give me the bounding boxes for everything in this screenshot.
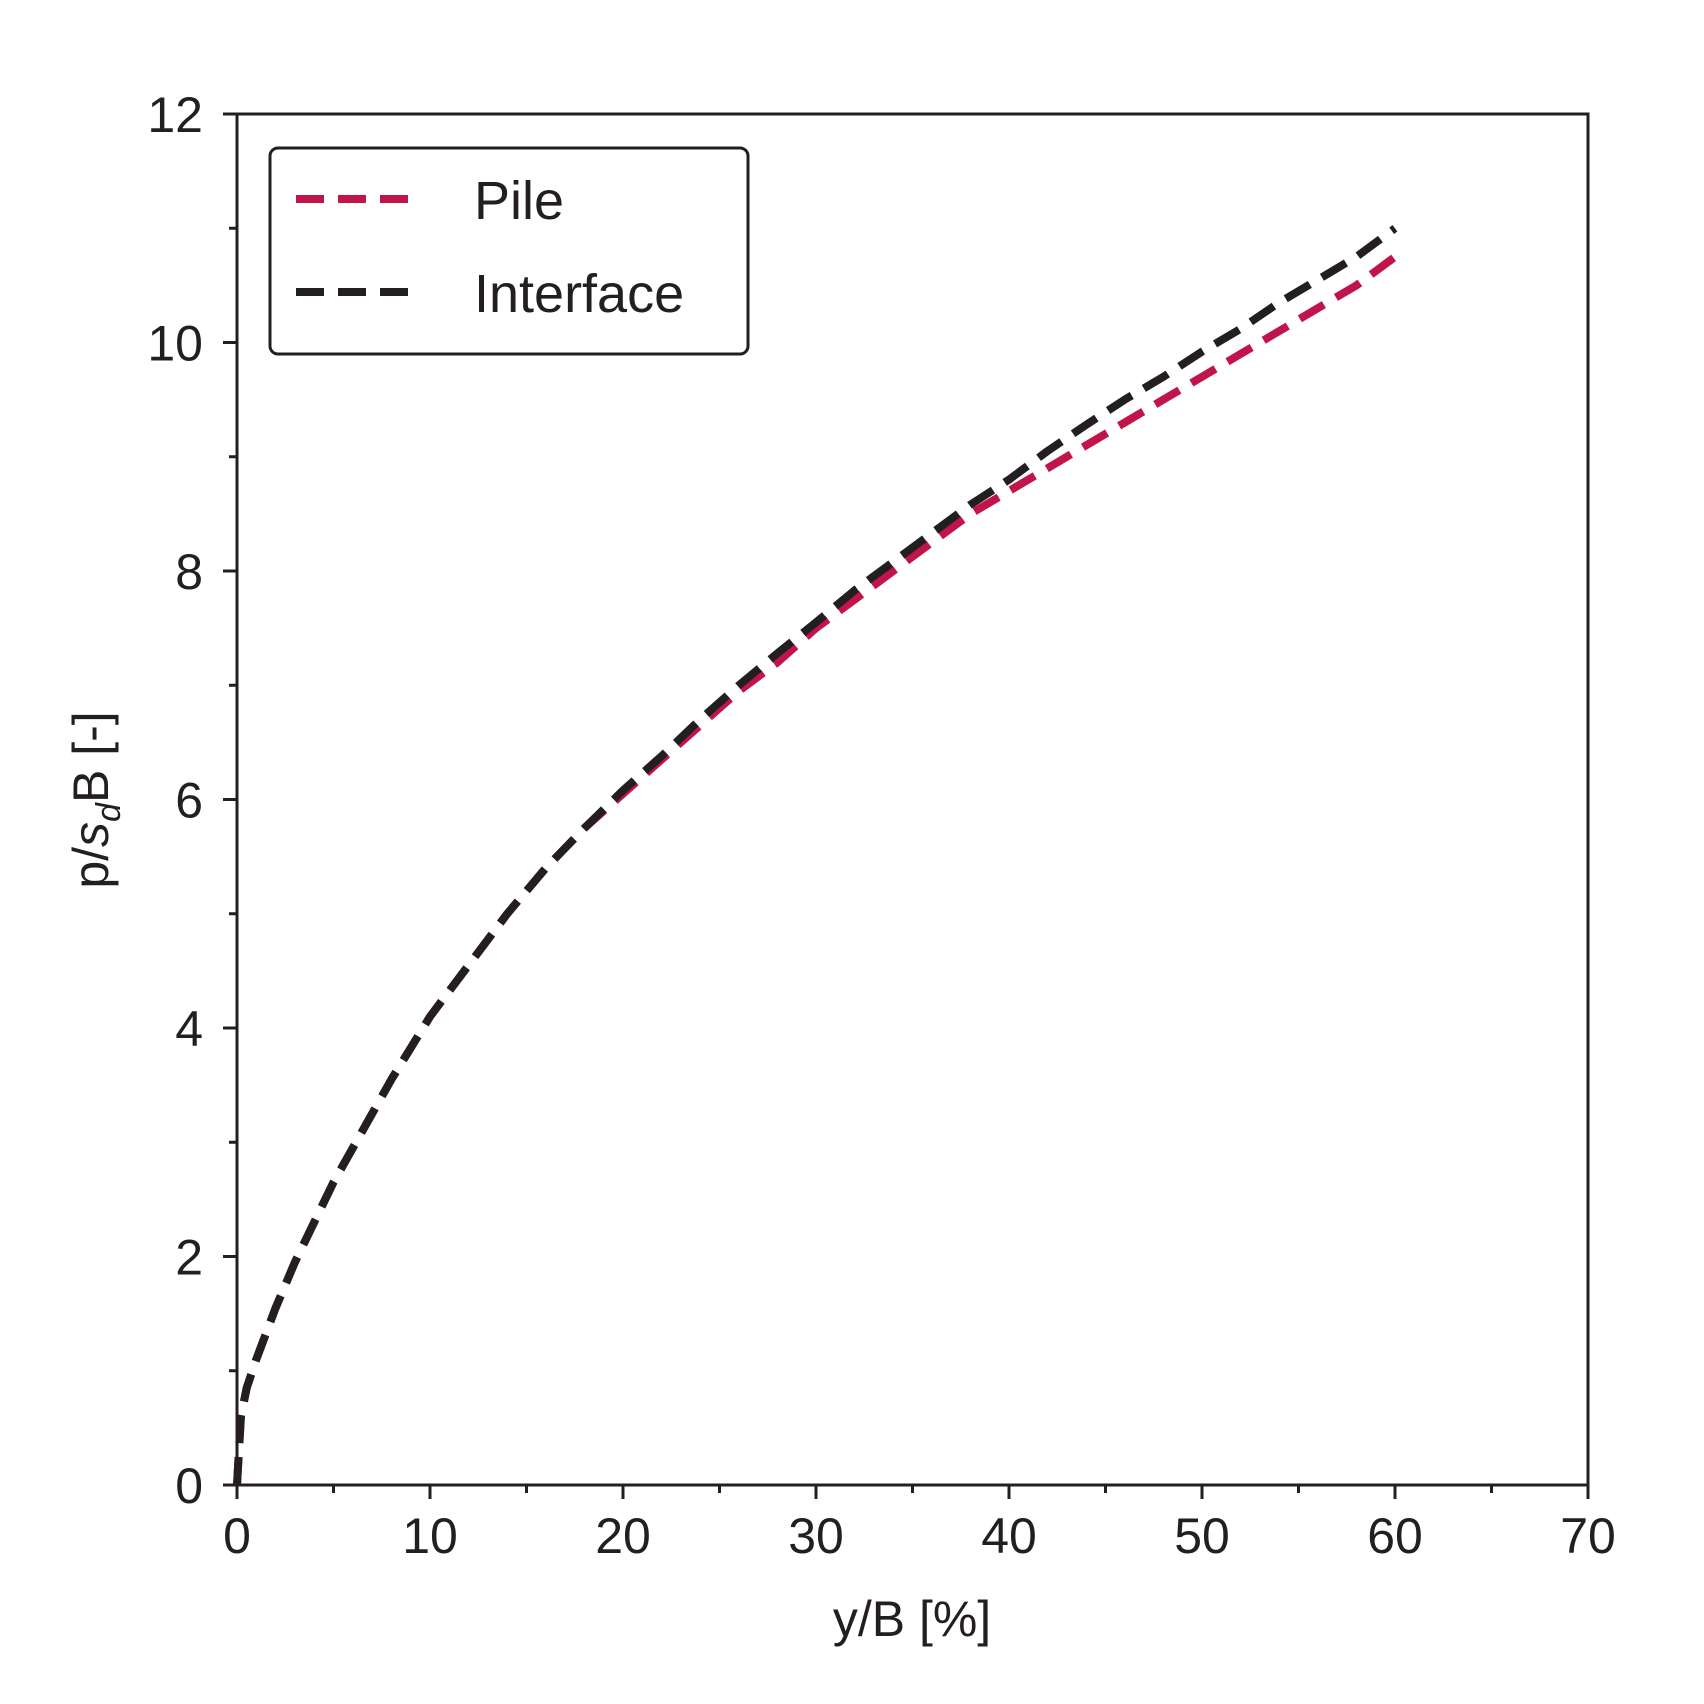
y-tick-label: 6 [175, 773, 203, 829]
legend-label-interface: Interface [474, 264, 684, 324]
x-tick-label: 20 [595, 1508, 651, 1564]
y-axis-title-italic: s [63, 822, 119, 847]
plot-lines [233, 225, 1398, 1486]
y-tick-label: 0 [175, 1458, 203, 1514]
x-axis-title: y/B [%] [833, 1591, 991, 1647]
series-line-pile [233, 253, 1398, 1486]
legend: Pile Interface [268, 146, 750, 356]
y-axis-title-prefix: p/ [63, 847, 119, 889]
x-tick-label: 40 [981, 1508, 1037, 1564]
y-tick-label: 12 [147, 87, 203, 143]
x-tick-label: 0 [223, 1508, 251, 1564]
x-tick-label: 10 [402, 1508, 458, 1564]
y-axis-title-suffix: B [-] [63, 711, 119, 803]
x-tick-label: 60 [1367, 1508, 1423, 1564]
x-tick-label: 70 [1560, 1508, 1616, 1564]
y-tick-label: 8 [175, 544, 203, 600]
y-tick-label: 10 [147, 316, 203, 372]
y-tick-label: 4 [175, 1001, 203, 1057]
x-tick-label: 30 [788, 1508, 844, 1564]
series-line-interface [233, 225, 1398, 1486]
x-tick-label: 50 [1174, 1508, 1230, 1564]
y-axis-title: p/sdB [-] [63, 711, 128, 888]
legend-label-pile: Pile [474, 171, 564, 231]
axis-tick-labels: 0 10 20 30 40 50 60 70 0 2 4 6 8 10 12 [147, 87, 1615, 1564]
axis-ticks [223, 112, 1590, 1499]
y-axis-title-subscript: d [90, 802, 128, 822]
y-tick-label: 2 [175, 1230, 203, 1286]
